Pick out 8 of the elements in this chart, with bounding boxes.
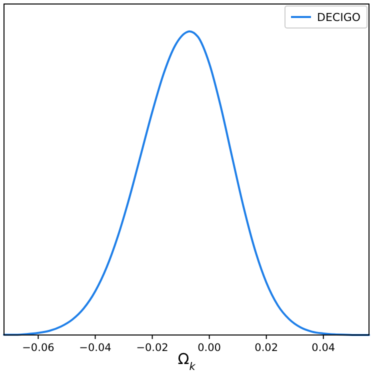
legend-label: DECIGO (317, 11, 361, 24)
x-tick-label: 0.04 (312, 342, 336, 354)
x-tick-label: −0.06 (22, 342, 55, 354)
x-tick-label: 0.00 (198, 342, 222, 354)
x-tick-label: −0.04 (79, 342, 112, 354)
x-tick-label: −0.02 (136, 342, 168, 354)
x-axis-title: Ω$_{k}$ (178, 350, 196, 373)
x-tick-label: 0.02 (254, 342, 278, 354)
